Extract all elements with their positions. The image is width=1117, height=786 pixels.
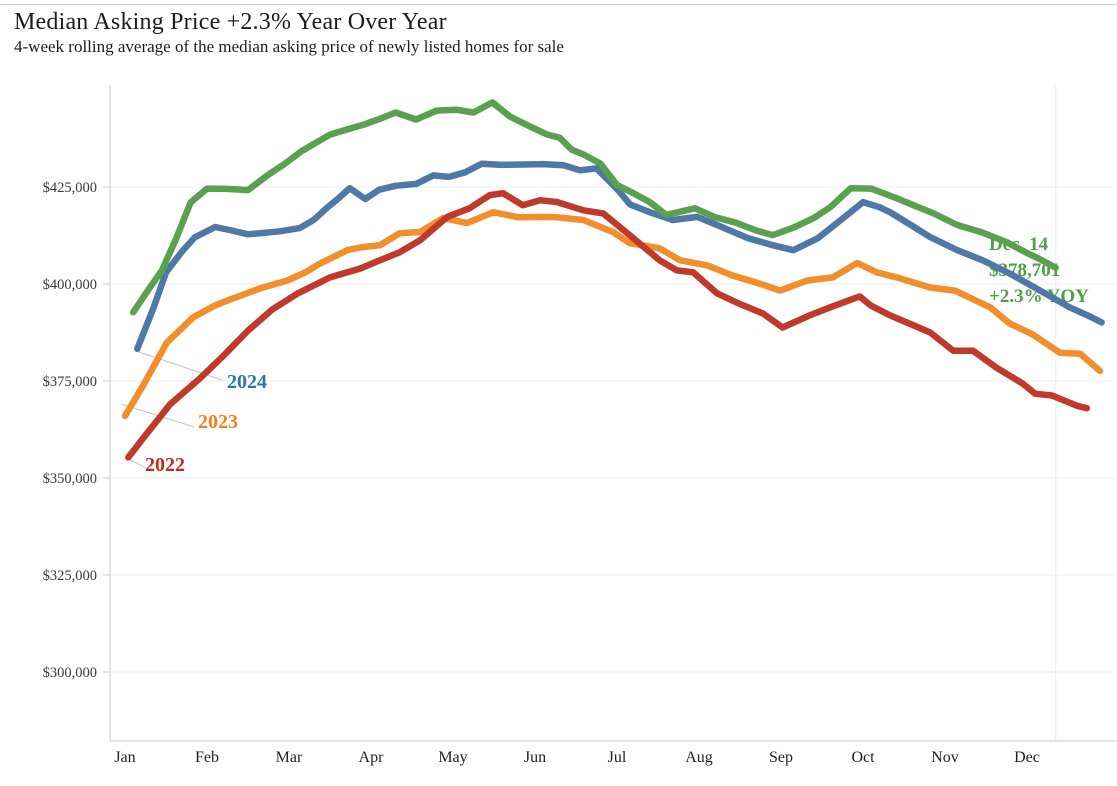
- y-axis-label: $375,000: [43, 374, 97, 390]
- page-subtitle: 4-week rolling average of the median ask…: [14, 37, 564, 56]
- series-line-latest: [129, 99, 1059, 316]
- x-axis-label: Sep: [769, 749, 793, 766]
- x-axis-label: Feb: [195, 749, 219, 766]
- x-axis-label: Jun: [524, 749, 546, 766]
- y-axis-label: $400,000: [43, 277, 97, 293]
- label-leader-line: [138, 351, 223, 381]
- y-axis-label: $350,000: [43, 471, 97, 487]
- x-axis-label: May: [438, 749, 467, 766]
- x-axis-label: Oct: [851, 749, 875, 766]
- x-axis-label: Aug: [685, 749, 713, 766]
- series-label-2024: 2024: [227, 371, 267, 393]
- series-line-2023: [121, 208, 1104, 420]
- x-axis-label: Jul: [608, 749, 627, 766]
- series-line-2024: [134, 160, 1105, 353]
- x-axis-label: Nov: [931, 749, 959, 766]
- series-label-2023: 2023: [198, 411, 238, 433]
- x-axis-label: Dec: [1014, 749, 1040, 766]
- x-axis-label: Mar: [276, 749, 303, 766]
- series-line-2022: [125, 189, 1091, 461]
- x-axis-label: Apr: [359, 749, 385, 766]
- y-axis-label: $425,000: [43, 180, 97, 196]
- chart-header: Median Asking Price +2.3% Year Over Year…: [14, 8, 564, 58]
- y-axis-label: $325,000: [43, 568, 97, 584]
- y-axis-label: $300,000: [43, 665, 97, 681]
- latest-point-annotation: $378,701: [989, 260, 1060, 281]
- label-leader-line: [129, 459, 147, 469]
- page-title: Median Asking Price +2.3% Year Over Year: [14, 9, 447, 35]
- x-axis-label: Jan: [114, 749, 135, 766]
- series-label-2022: 2022: [145, 454, 185, 476]
- top-divider: [0, 0, 1117, 5]
